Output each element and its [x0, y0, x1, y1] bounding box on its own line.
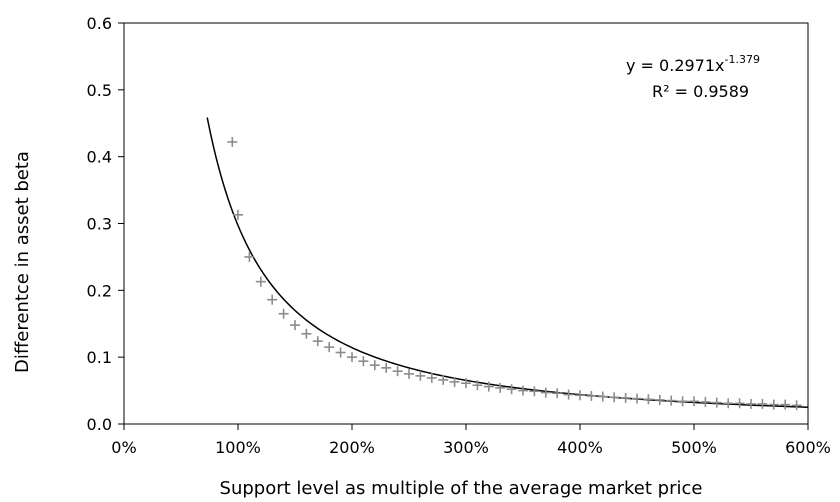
data-point	[540, 387, 551, 398]
y-axis-title: Differentce in asset beta	[12, 151, 33, 373]
power-trendline	[206, 117, 809, 408]
data-point	[620, 392, 631, 403]
x-axis-title: Support level as multiple of the average…	[220, 478, 703, 499]
data-point	[369, 360, 380, 371]
x-tick-label: 600%	[785, 438, 831, 457]
data-point	[575, 390, 585, 401]
data-point	[227, 136, 238, 147]
data-point	[461, 378, 471, 389]
data-point	[643, 394, 654, 405]
y-tick-label: 0.3	[87, 215, 112, 234]
data-point	[518, 385, 528, 396]
data-point	[233, 209, 243, 220]
y-tick-label: 0.2	[87, 281, 112, 300]
y-tick-label: 0.4	[87, 148, 112, 167]
data-point	[415, 370, 426, 381]
y-tick-label: 0.6	[87, 14, 112, 33]
data-point	[506, 384, 517, 395]
data-point	[438, 374, 449, 385]
data-point	[711, 397, 722, 408]
x-tick-label: 400%	[557, 438, 603, 457]
data-point	[381, 362, 392, 373]
data-point	[597, 391, 608, 402]
data-point	[278, 308, 289, 319]
y-tick-label: 0.5	[87, 81, 112, 100]
equation-exponent: -1.379	[725, 53, 760, 66]
data-point	[780, 399, 791, 410]
equation-base: y = 0.2971x	[626, 56, 725, 75]
x-tick-label: 500%	[671, 438, 717, 457]
r-squared-label: R² = 0.9589	[652, 82, 749, 101]
data-point	[312, 336, 323, 347]
data-point	[529, 386, 540, 397]
data-point	[244, 251, 255, 262]
data-point	[563, 389, 574, 400]
data-point	[586, 390, 597, 401]
trendline-equation: y = 0.2971x-1.379	[626, 53, 760, 75]
data-point	[552, 388, 563, 399]
data-point	[301, 328, 312, 339]
data-point	[495, 382, 506, 393]
data-point	[689, 396, 699, 407]
data-point	[290, 320, 300, 331]
data-point	[404, 368, 414, 379]
data-point	[483, 381, 494, 392]
data-point	[472, 380, 483, 391]
y-tick-label: 0.0	[87, 415, 112, 434]
data-point	[324, 342, 335, 353]
data-point	[449, 376, 460, 387]
data-point	[267, 294, 278, 305]
data-point	[734, 398, 745, 409]
data-point	[723, 398, 734, 409]
x-tick-label: 0%	[111, 438, 136, 457]
data-point	[632, 393, 642, 404]
x-tick-label: 300%	[443, 438, 489, 457]
x-tick-label: 100%	[215, 438, 261, 457]
data-point	[768, 399, 779, 410]
data-point	[677, 396, 688, 407]
data-point	[335, 347, 346, 358]
data-point	[746, 398, 756, 409]
data-point	[392, 366, 403, 377]
data-point	[358, 356, 369, 367]
data-point	[654, 394, 665, 405]
data-point	[700, 396, 711, 407]
data-point	[609, 392, 620, 403]
data-point	[666, 395, 677, 406]
data-point	[255, 276, 266, 287]
data-point	[757, 398, 768, 409]
data-point	[791, 400, 802, 411]
data-point	[426, 372, 437, 383]
data-point	[347, 352, 357, 363]
x-tick-label: 200%	[329, 438, 375, 457]
y-tick-label: 0.1	[87, 348, 112, 367]
